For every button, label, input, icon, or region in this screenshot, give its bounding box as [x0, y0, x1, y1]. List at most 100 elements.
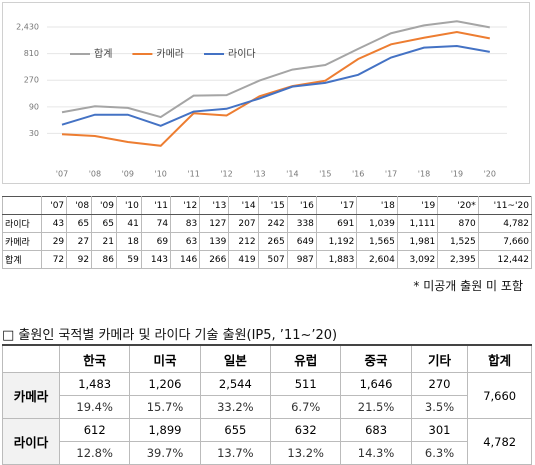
header-cell: 유럽: [270, 344, 342, 373]
cell: 72: [41, 250, 68, 269]
cell: 507: [257, 250, 288, 269]
row: 라이다 612 1,899 655 632 683 301 4,782: [2, 418, 532, 465]
cell: 1,192: [315, 232, 358, 251]
count-cell: 1,899: [129, 418, 201, 442]
cell: 74: [140, 214, 172, 233]
share-cell: 19.4%: [58, 395, 131, 419]
header-cell: '19: [396, 196, 439, 215]
cell: 7,660: [477, 232, 533, 251]
cell: 29: [41, 232, 68, 251]
cell: 649: [286, 232, 317, 251]
row: 라이다 43 65 65 41 74 83 127 207 242 338 691 1,039 1,111…: [1, 214, 533, 233]
share-cell: 39.7%: [129, 441, 201, 465]
section-title: □ 출원인 국적별 카메라 및 라이다 기술 출원(IP5, ’11~’20): [2, 328, 338, 343]
header-cell: 합계: [467, 344, 532, 373]
x-tick-label: '13: [253, 170, 265, 179]
cell: 146: [170, 250, 201, 269]
share-cell: 3.5%: [410, 395, 469, 419]
share-cell: 6.3%: [410, 441, 469, 465]
cell: 419: [228, 250, 259, 269]
header-cell: '11~'20: [477, 196, 533, 215]
cell: 212: [228, 232, 259, 251]
count-cell: 655: [199, 418, 272, 442]
count-cell: 632: [270, 418, 342, 442]
y-tick-label: 270: [24, 76, 39, 85]
chart-frame: [2, 2, 530, 184]
count-cell: 612: [58, 418, 131, 442]
share-cell: 33.2%: [199, 395, 272, 419]
x-tick-label: '16: [352, 170, 364, 179]
series-line: [61, 30, 490, 147]
header-cell: '12: [170, 196, 201, 215]
x-tick-label: '10: [155, 170, 167, 179]
cell: 59: [115, 250, 142, 269]
row: 카메라 1,483 1,206 2,544 511 1,646 270 7,660: [2, 372, 532, 419]
share-cell: 14.3%: [340, 441, 412, 465]
y-tick-label: 90: [29, 102, 39, 111]
cell: 1,883: [315, 250, 358, 269]
header-cell: '14: [228, 196, 259, 215]
share-cell: 13.7%: [199, 441, 272, 465]
cell: 143: [140, 250, 172, 269]
row: 19.4% 15.7% 33.2% 6.7% 21.5% 3.5%: [3, 395, 532, 419]
cell: 1,111: [396, 214, 439, 233]
cell: 92: [66, 250, 93, 269]
share-cell: 12.8%: [58, 441, 131, 465]
row-label: 카메라: [2, 372, 60, 419]
corner: [1, 196, 43, 215]
header-cell: '17: [315, 196, 358, 215]
header-cell: '08: [66, 196, 93, 215]
header-cell: '15: [257, 196, 288, 215]
x-tick-label: '20: [484, 170, 496, 179]
y-tick-label: 2,430: [16, 23, 39, 32]
cell: 1,525: [437, 232, 479, 251]
header-cell: '10: [115, 196, 142, 215]
x-tick-label: '17: [385, 170, 397, 179]
cell: 합계: [1, 250, 43, 269]
header-cell: 한국: [58, 344, 131, 373]
cell: 21: [91, 232, 117, 251]
x-tick-label: '18: [418, 170, 430, 179]
share-cell: 6.7%: [270, 395, 342, 419]
row: '07'08'09'10'11'12'13'14'15'16'17'18'19 '…: [1, 196, 533, 215]
series-line: [61, 44, 490, 127]
count-cell: 1,206: [129, 372, 201, 396]
x-tick-label: '11: [187, 170, 199, 179]
row: 카메라 29 27 21 18 69 63 139 212 265 649 1,192 1,565 1,9…: [1, 232, 533, 251]
cell: 265: [257, 232, 288, 251]
x-tick-label: '08: [89, 170, 101, 179]
share-cell: 21.5%: [340, 395, 412, 419]
cell: 691: [315, 214, 358, 233]
x-tick-label: '15: [319, 170, 331, 179]
cell: 2,395: [437, 250, 479, 269]
cell: 1,981: [396, 232, 439, 251]
header-cell: 기타: [410, 344, 469, 373]
count-cell: 2,544: [199, 372, 272, 396]
cell: 870: [437, 214, 479, 233]
header-cell: 일본: [199, 344, 272, 373]
cell: 카메라: [1, 232, 43, 251]
header-cell: '13: [199, 196, 230, 215]
legend-label: 합계: [94, 48, 112, 60]
yearly-table: '07'08'09'10'11'12'13'14'15'16'17'18'19 '…: [1, 196, 533, 269]
cell: 338: [286, 214, 317, 233]
cell: 2,604: [356, 250, 398, 269]
x-tick-label: '12: [220, 170, 232, 179]
nationality-table: 한국 미국 일본 유럽 중국 기타 합계 카메라 1,483 1,206 2,544 511 1,646…: [2, 344, 532, 465]
cell: 1,039: [356, 214, 398, 233]
cell: 207: [228, 214, 259, 233]
cell: 987: [286, 250, 317, 269]
header-cell: '18: [356, 196, 398, 215]
total-cell: 4,782: [467, 418, 532, 465]
header-cell: 중국: [340, 344, 412, 373]
share-cell: 13.2%: [270, 441, 342, 465]
y-tick-label: 810: [24, 49, 39, 58]
x-tick-label: '09: [122, 170, 134, 179]
cell: 69: [140, 232, 172, 251]
x-tick-label: '14: [286, 170, 298, 179]
cell: 65: [91, 214, 117, 233]
cell: 86: [91, 250, 117, 269]
cell: 41: [115, 214, 142, 233]
corner: [2, 344, 60, 373]
